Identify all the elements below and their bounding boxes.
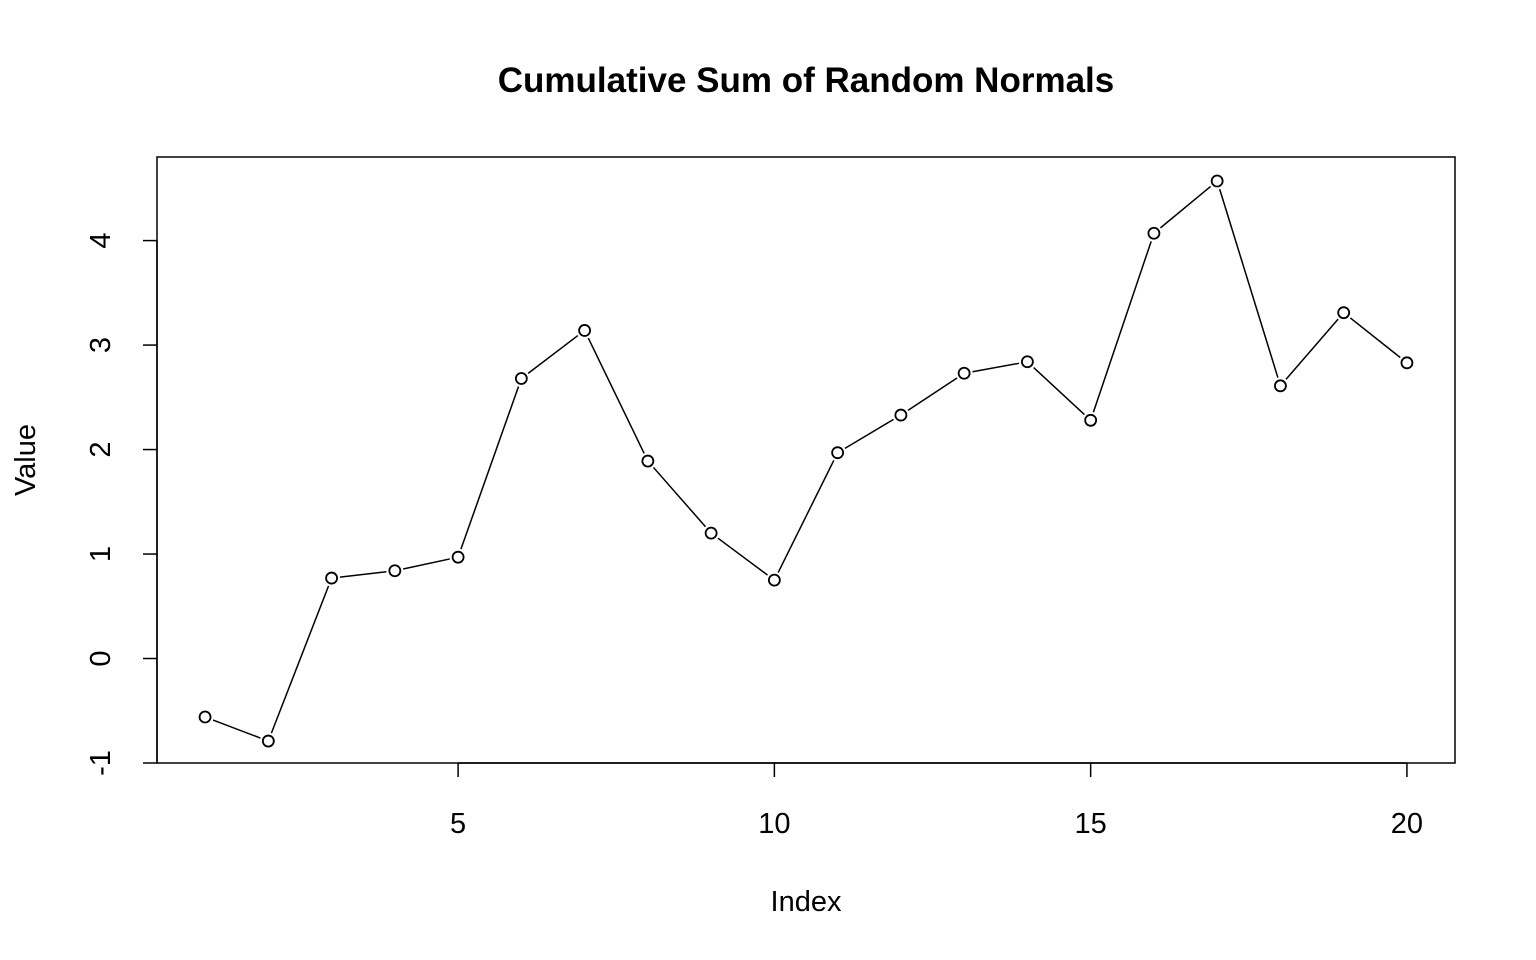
- series-line-segment: [1285, 318, 1339, 380]
- data-point: [1337, 306, 1351, 320]
- x-tick-label: 15: [1075, 808, 1107, 840]
- data-point: [1020, 355, 1034, 369]
- y-tick-label: -1: [85, 750, 117, 776]
- data-point: [325, 571, 338, 585]
- series-line-segment: [527, 334, 579, 374]
- series-line-segment: [587, 337, 645, 454]
- data-point: [451, 550, 465, 564]
- y-tick-label: 3: [85, 337, 117, 353]
- data-point: [704, 526, 718, 540]
- y-tick-label: 4: [85, 233, 117, 249]
- series-line-segment: [270, 585, 330, 734]
- y-axis: -1 0 1 2 3 4: [85, 233, 158, 776]
- series-line-segment: [1159, 185, 1212, 229]
- data-point: [1274, 379, 1287, 393]
- plot-frame: [156, 156, 1456, 764]
- chart-title: Cumulative Sum of Random Normals: [498, 61, 1114, 100]
- data-point: [578, 324, 592, 337]
- data-point: [641, 454, 655, 468]
- series-line-segment: [972, 362, 1020, 373]
- series-line-segment: [402, 558, 450, 570]
- data-point: [1084, 413, 1098, 427]
- series-line-segment: [907, 377, 958, 412]
- series-group: [198, 174, 1414, 748]
- series-line-segment: [652, 466, 707, 528]
- data-point: [388, 564, 402, 578]
- x-tick-label: 5: [450, 808, 466, 840]
- series-line-segment: [339, 570, 387, 578]
- series-line-segment: [1349, 317, 1401, 359]
- x-tick-label: 20: [1391, 808, 1423, 840]
- series-line-segment: [1033, 367, 1085, 416]
- series-line-segment: [460, 386, 520, 550]
- x-axis: 5 10 15 20: [450, 762, 1423, 840]
- y-axis-label: Value: [10, 424, 42, 496]
- data-point: [894, 408, 908, 422]
- data-point: [831, 446, 845, 460]
- series-line-segment: [844, 418, 894, 449]
- series-line-segment: [717, 537, 768, 576]
- y-tick-label: 2: [85, 441, 117, 457]
- data-point: [261, 734, 275, 748]
- data-point: [1147, 226, 1161, 240]
- data-point: [514, 372, 528, 385]
- data-point: [767, 573, 781, 587]
- data-point: [957, 366, 971, 380]
- data-point: [1400, 356, 1414, 370]
- x-axis-label: Index: [771, 886, 842, 918]
- series-line-segment: [1218, 188, 1279, 378]
- x-tick-label: 10: [758, 808, 790, 840]
- series-line-segment: [212, 719, 261, 739]
- y-tick-label: 0: [85, 650, 117, 666]
- series-line-segment: [777, 459, 835, 573]
- y-tick-label: 1: [85, 546, 117, 562]
- data-point: [1210, 174, 1224, 188]
- series-line-segment: [1092, 241, 1152, 413]
- data-point: [198, 710, 212, 724]
